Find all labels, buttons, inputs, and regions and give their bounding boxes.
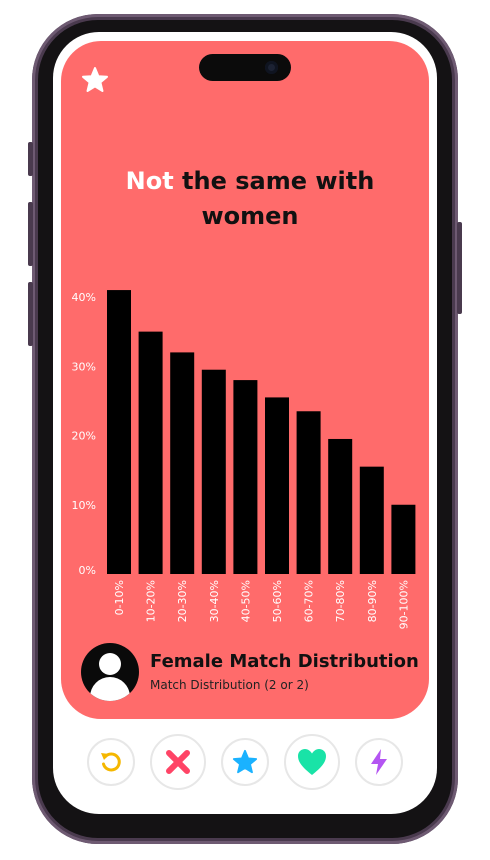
bar[interactable] [359, 466, 384, 574]
profile-name: Female Match Distribution [150, 651, 419, 672]
like-icon [298, 749, 326, 775]
x-tick-label: 80-90% [366, 580, 379, 622]
camera-lens [265, 61, 278, 74]
rewind-button[interactable] [87, 738, 135, 786]
x-tick-label: 50-60% [271, 580, 284, 622]
title-highlight: Not [125, 167, 174, 195]
x-tick-label: 0-10% [113, 580, 126, 615]
nope-button[interactable] [150, 734, 206, 790]
bar[interactable] [391, 504, 416, 574]
y-tick-label: 20% [72, 430, 96, 443]
bar[interactable] [265, 397, 289, 574]
star-icon[interactable] [81, 66, 109, 94]
x-tick-label: 90-100% [397, 580, 410, 629]
y-tick-label: 10% [72, 499, 96, 512]
x-tick-label: 40-50% [239, 580, 252, 622]
avatar-head-shape [99, 653, 121, 675]
avatar[interactable] [81, 643, 139, 701]
x-tick-label: 10-20% [145, 580, 158, 622]
y-tick-label: 30% [72, 360, 96, 373]
volume-down-button [28, 282, 33, 346]
profile-subtitle: Match Distribution (2 or 2) [150, 678, 309, 692]
title-rest: the same with women [173, 167, 375, 230]
bar[interactable] [328, 438, 353, 574]
x-tick-label: 20-30% [176, 580, 189, 622]
super-like-icon [232, 749, 258, 774]
bar[interactable] [296, 411, 321, 574]
y-tick-label: 0% [79, 564, 96, 577]
volume-up-button [28, 202, 33, 266]
silent-switch [28, 142, 33, 176]
bar[interactable] [170, 352, 195, 574]
power-button [457, 222, 462, 314]
rewind-icon [101, 752, 121, 772]
x-tick-label: 60-70% [303, 580, 316, 622]
bar[interactable] [107, 290, 131, 574]
x-tick-label: 70-80% [334, 580, 347, 622]
bar[interactable] [233, 380, 258, 574]
y-tick-label: 40% [72, 291, 96, 304]
bar[interactable] [201, 369, 226, 574]
super-like-button[interactable] [221, 738, 269, 786]
x-tick-label: 30-40% [208, 580, 221, 622]
boost-icon [371, 749, 387, 775]
chart-title: Not the same with women [80, 164, 420, 234]
nope-icon [166, 750, 190, 774]
boost-button[interactable] [355, 738, 403, 786]
bar[interactable] [138, 331, 163, 574]
avatar-body-shape [90, 677, 130, 701]
like-button[interactable] [284, 734, 340, 790]
